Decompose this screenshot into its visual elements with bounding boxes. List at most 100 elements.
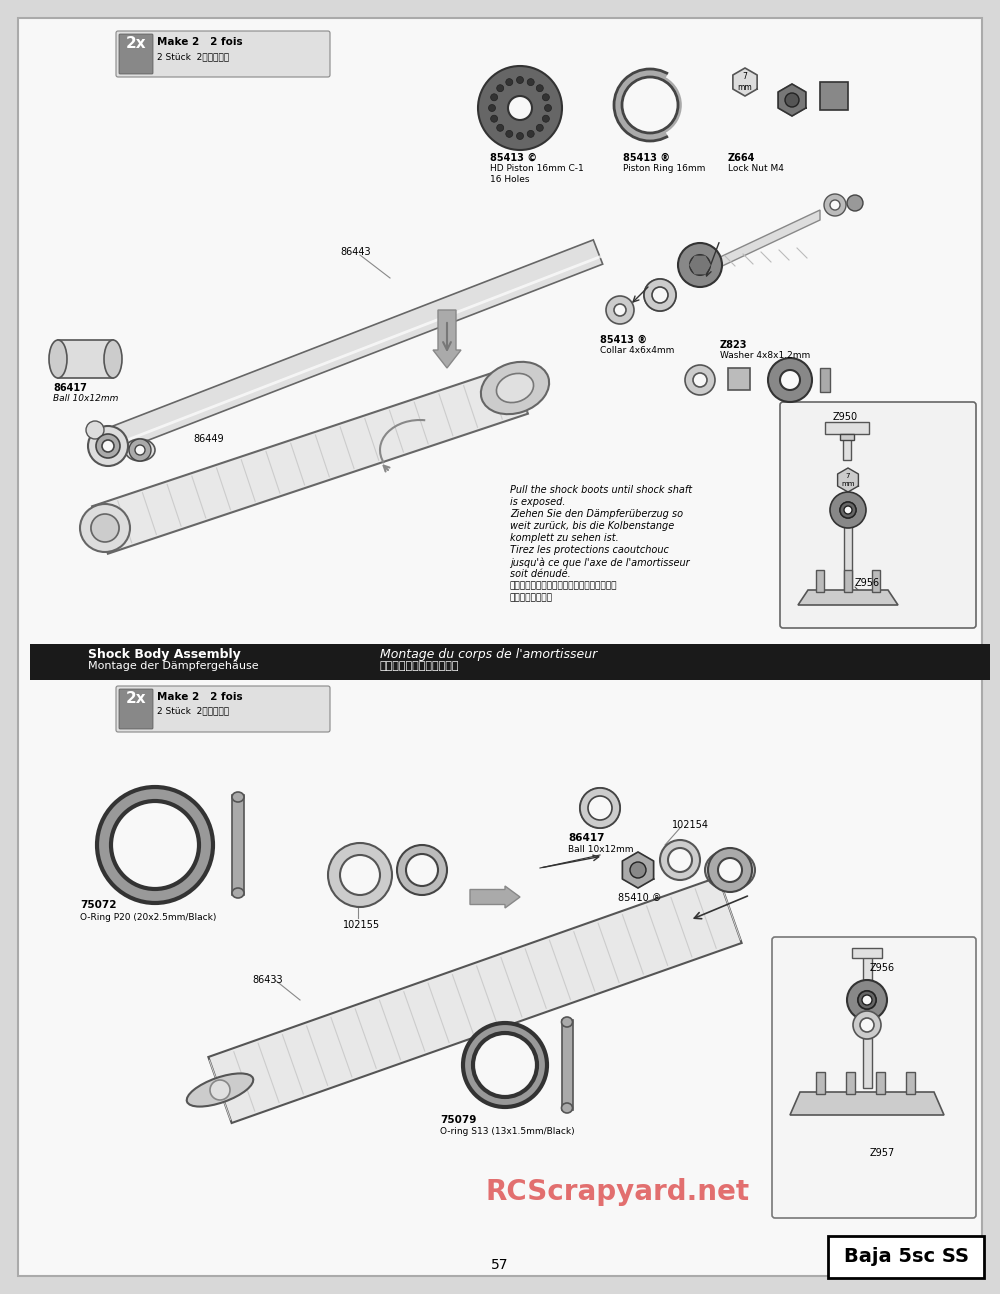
Text: jusqu'à ce que l'axe de l'amortisseur: jusqu'à ce que l'axe de l'amortisseur bbox=[510, 556, 690, 568]
Circle shape bbox=[516, 76, 524, 84]
Text: Collar 4x6x4mm: Collar 4x6x4mm bbox=[600, 345, 674, 355]
Ellipse shape bbox=[80, 503, 130, 553]
Text: Ball 10x12mm: Ball 10x12mm bbox=[53, 393, 118, 402]
Circle shape bbox=[858, 991, 876, 1009]
Text: Baja 5sc SS: Baja 5sc SS bbox=[844, 1247, 968, 1267]
Text: 85413 ®: 85413 ® bbox=[600, 335, 647, 345]
Circle shape bbox=[488, 105, 496, 111]
Ellipse shape bbox=[232, 792, 244, 802]
Circle shape bbox=[844, 506, 852, 514]
Text: Pull the shock boots until shock shaft: Pull the shock boots until shock shaft bbox=[510, 485, 692, 496]
Text: Z664: Z664 bbox=[728, 153, 755, 163]
Circle shape bbox=[830, 492, 866, 528]
Circle shape bbox=[824, 194, 846, 216]
Circle shape bbox=[718, 858, 742, 883]
Text: 2x: 2x bbox=[126, 691, 146, 707]
Polygon shape bbox=[778, 84, 806, 116]
Circle shape bbox=[516, 132, 524, 140]
Ellipse shape bbox=[496, 374, 534, 402]
Text: 86449: 86449 bbox=[193, 433, 224, 444]
Bar bbox=[876, 1071, 885, 1093]
Circle shape bbox=[685, 365, 715, 395]
Circle shape bbox=[780, 370, 800, 389]
Text: Tirez les protections caoutchouc: Tirez les protections caoutchouc bbox=[510, 545, 669, 555]
FancyArrow shape bbox=[470, 886, 520, 908]
Text: HD Piston 16mm C-1: HD Piston 16mm C-1 bbox=[490, 164, 584, 173]
Text: 75079: 75079 bbox=[440, 1115, 476, 1124]
Circle shape bbox=[580, 788, 620, 828]
Circle shape bbox=[644, 280, 676, 311]
Circle shape bbox=[853, 1011, 881, 1039]
Circle shape bbox=[91, 514, 119, 542]
Circle shape bbox=[542, 93, 549, 101]
Text: Washer 4x8x1.2mm: Washer 4x8x1.2mm bbox=[720, 351, 810, 360]
Circle shape bbox=[506, 131, 513, 137]
Circle shape bbox=[588, 796, 612, 820]
Ellipse shape bbox=[481, 362, 549, 414]
Circle shape bbox=[693, 373, 707, 387]
FancyBboxPatch shape bbox=[116, 31, 330, 78]
Polygon shape bbox=[208, 877, 742, 1123]
Circle shape bbox=[544, 105, 552, 111]
Ellipse shape bbox=[232, 888, 244, 898]
Text: ショックエンドが見えるまでショックブーツ: ショックエンドが見えるまでショックブーツ bbox=[510, 581, 618, 590]
Circle shape bbox=[690, 255, 710, 276]
Bar bbox=[840, 433, 854, 440]
Bar bbox=[906, 1071, 915, 1093]
Polygon shape bbox=[30, 644, 990, 681]
Ellipse shape bbox=[125, 439, 155, 461]
Polygon shape bbox=[30, 644, 90, 681]
Circle shape bbox=[88, 426, 128, 466]
Text: 86417: 86417 bbox=[53, 383, 87, 393]
Circle shape bbox=[644, 280, 676, 311]
FancyBboxPatch shape bbox=[119, 34, 153, 74]
Ellipse shape bbox=[187, 1074, 253, 1106]
Polygon shape bbox=[113, 239, 603, 450]
Text: RCScrapyard.net: RCScrapyard.net bbox=[486, 1178, 750, 1206]
Text: Shock Body Assembly: Shock Body Assembly bbox=[88, 648, 241, 661]
Text: ショックボディの組み立て: ショックボディの組み立て bbox=[380, 661, 460, 672]
Circle shape bbox=[862, 995, 872, 1005]
Circle shape bbox=[668, 848, 692, 872]
Circle shape bbox=[652, 287, 668, 303]
FancyBboxPatch shape bbox=[772, 937, 976, 1218]
Circle shape bbox=[630, 862, 646, 879]
Text: Z957: Z957 bbox=[870, 1148, 895, 1158]
Text: 85413 ®: 85413 ® bbox=[623, 153, 670, 163]
FancyBboxPatch shape bbox=[116, 686, 330, 732]
Bar bbox=[844, 525, 852, 590]
Text: komplett zu sehen ist.: komplett zu sehen ist. bbox=[510, 533, 619, 543]
FancyBboxPatch shape bbox=[828, 1236, 984, 1278]
Circle shape bbox=[708, 848, 752, 892]
Text: Piston Ring 16mm: Piston Ring 16mm bbox=[623, 164, 705, 173]
Text: Z823: Z823 bbox=[720, 340, 748, 349]
Circle shape bbox=[473, 1033, 537, 1097]
Ellipse shape bbox=[91, 515, 119, 541]
Circle shape bbox=[614, 304, 626, 316]
FancyArrow shape bbox=[433, 311, 461, 367]
Circle shape bbox=[622, 78, 678, 133]
Circle shape bbox=[508, 96, 532, 120]
Circle shape bbox=[606, 296, 634, 324]
Text: 85410 ®: 85410 ® bbox=[618, 893, 662, 903]
Polygon shape bbox=[622, 851, 654, 888]
Circle shape bbox=[406, 854, 438, 886]
Circle shape bbox=[86, 421, 104, 439]
Circle shape bbox=[135, 445, 145, 455]
Circle shape bbox=[840, 502, 856, 518]
Polygon shape bbox=[718, 210, 820, 268]
Bar bbox=[844, 569, 852, 591]
Circle shape bbox=[102, 440, 114, 452]
Bar bbox=[846, 1071, 855, 1093]
Circle shape bbox=[660, 840, 700, 880]
Text: Ziehen Sie den Dämpferüberzug so: Ziehen Sie den Dämpferüberzug so bbox=[510, 509, 683, 519]
Text: O-Ring P20 (20x2.5mm/Black): O-Ring P20 (20x2.5mm/Black) bbox=[80, 914, 216, 923]
Circle shape bbox=[96, 433, 120, 458]
Circle shape bbox=[536, 124, 543, 131]
Text: 75072: 75072 bbox=[80, 901, 116, 910]
Bar bbox=[728, 367, 750, 389]
Circle shape bbox=[328, 842, 392, 907]
Circle shape bbox=[830, 201, 840, 210]
Text: 16 Holes: 16 Holes bbox=[490, 175, 530, 184]
Bar bbox=[820, 367, 830, 392]
